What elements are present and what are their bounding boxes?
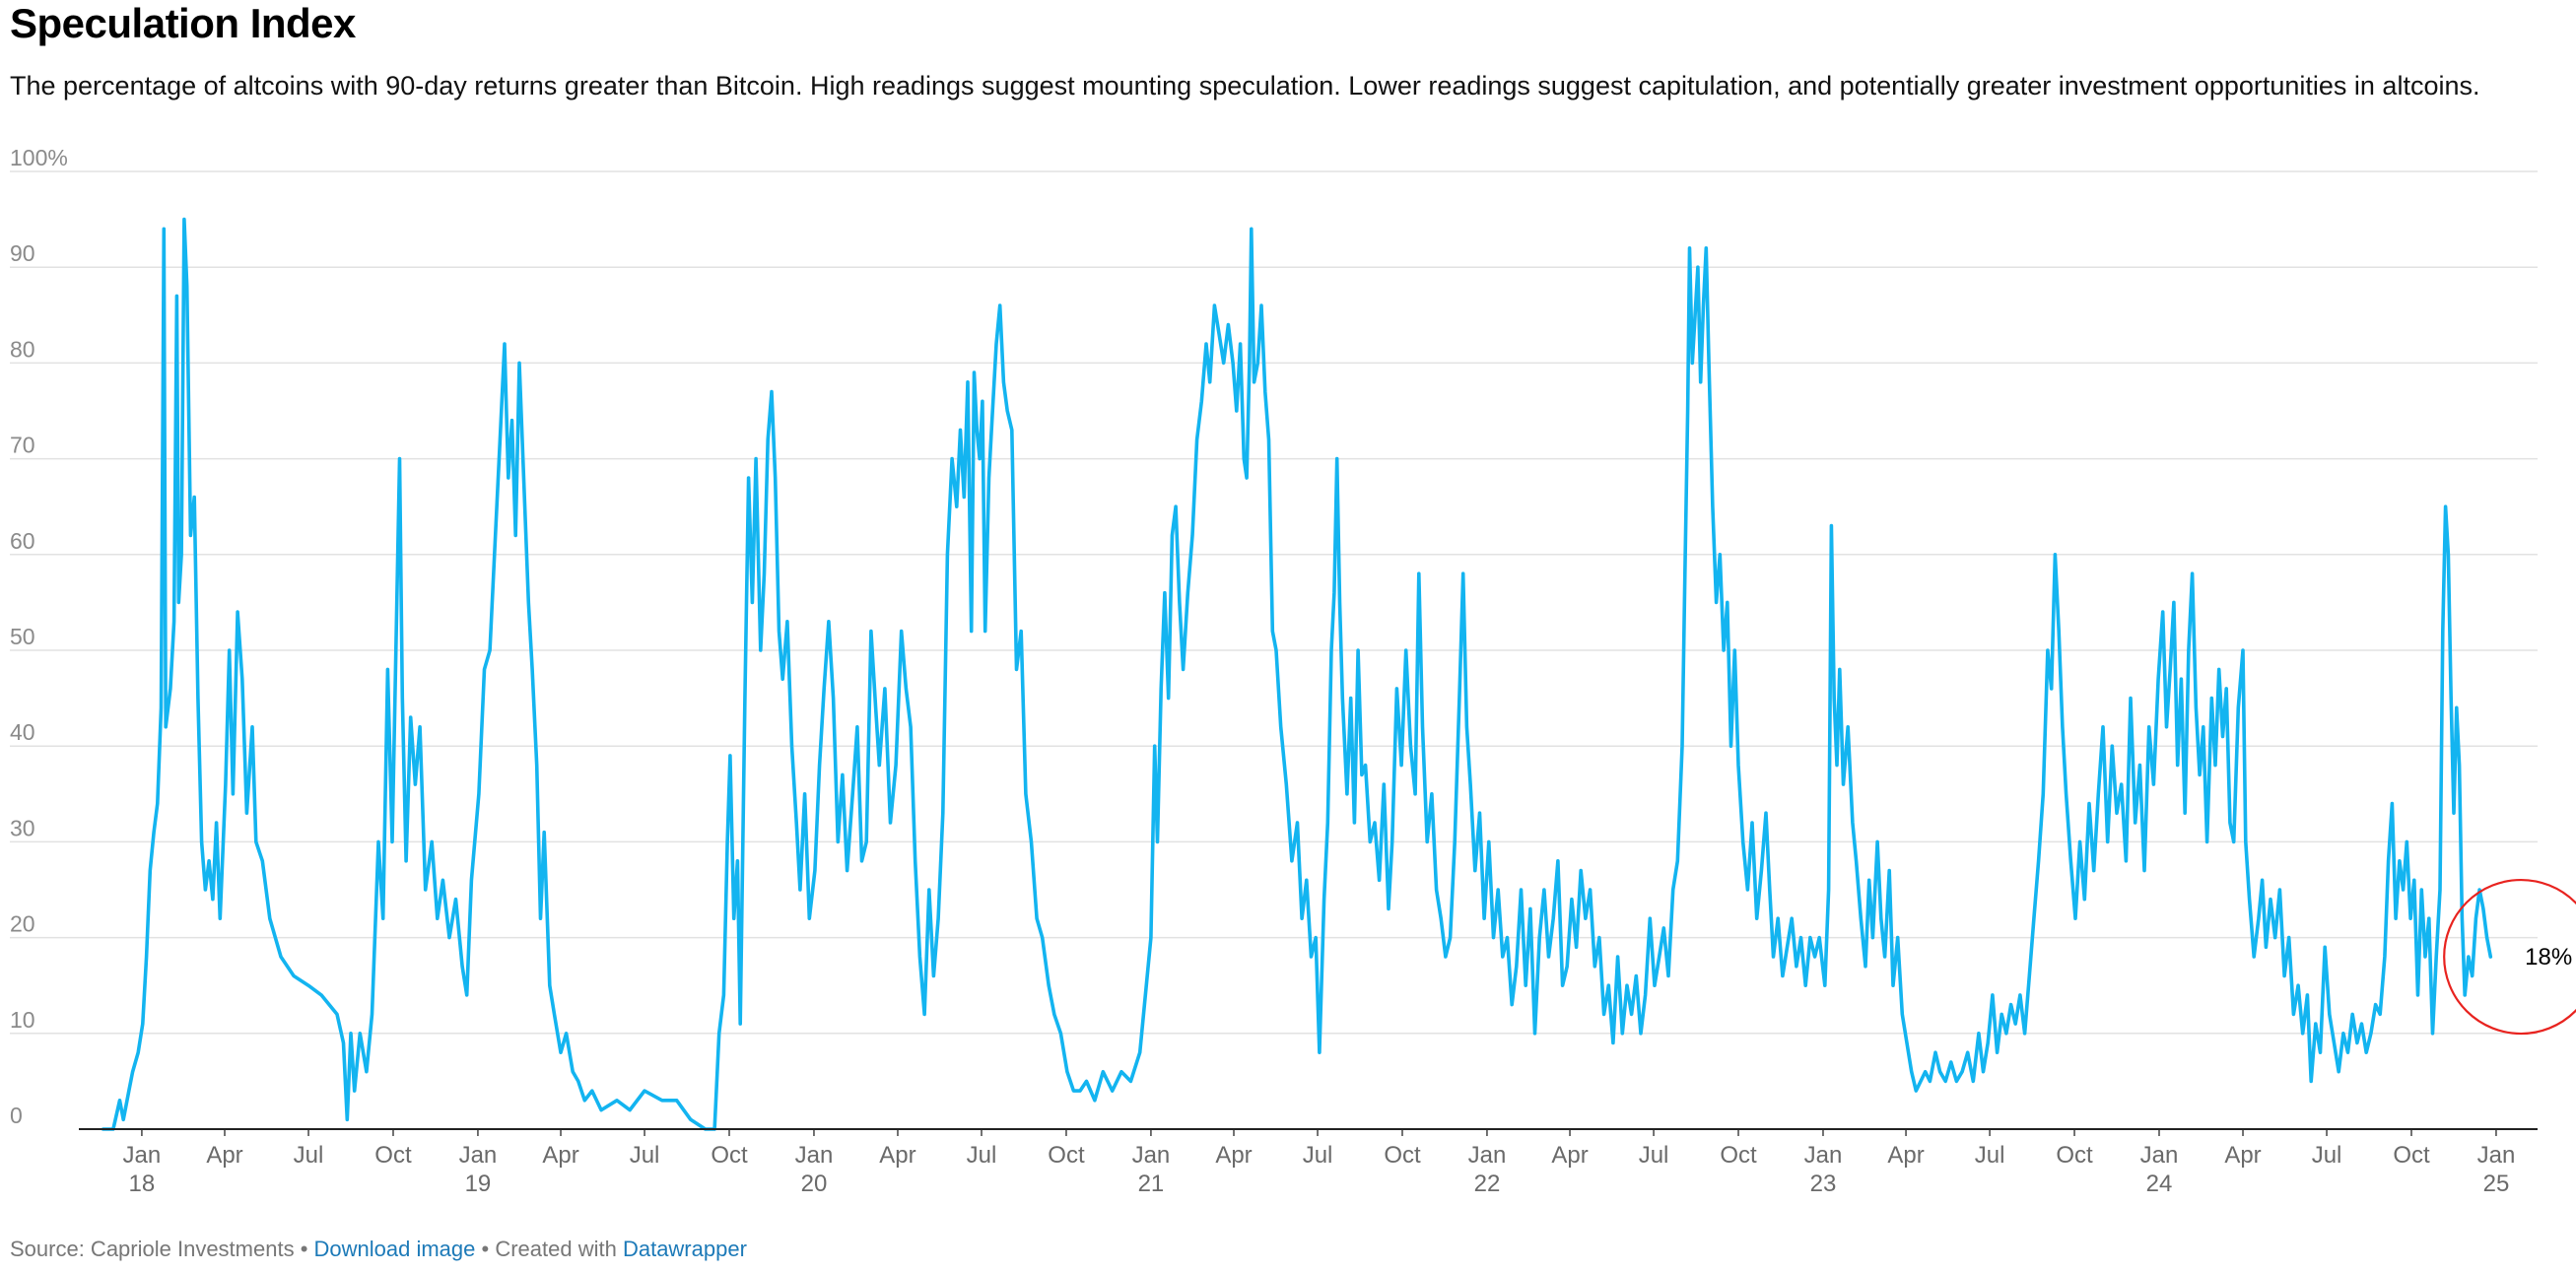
x-tick-year: 25 bbox=[2483, 1171, 2510, 1197]
y-tick-label: 50 bbox=[10, 624, 35, 649]
x-tick-label: Jul bbox=[630, 1142, 660, 1169]
x-tick-year: 21 bbox=[1138, 1171, 1165, 1197]
x-tick-label: Oct bbox=[1720, 1142, 1757, 1169]
x-tick-label: Oct bbox=[2056, 1142, 2093, 1169]
y-tick-label: 80 bbox=[10, 336, 35, 362]
datawrapper-link[interactable]: Datawrapper bbox=[622, 1237, 747, 1261]
x-tick-label: Jan bbox=[459, 1142, 498, 1169]
download-image-link[interactable]: Download image bbox=[313, 1237, 476, 1261]
y-tick-label: 100% bbox=[10, 145, 68, 170]
x-tick-year: 19 bbox=[465, 1171, 492, 1197]
x-tick-label: Jul bbox=[2312, 1142, 2342, 1169]
chart-footer: Source: Capriole Investments • Download … bbox=[10, 1237, 747, 1262]
y-tick-label: 30 bbox=[10, 815, 35, 840]
x-tick-label: Apr bbox=[879, 1142, 915, 1169]
x-tick-year: 20 bbox=[801, 1171, 828, 1197]
speculation-index-line bbox=[101, 217, 2493, 1131]
x-tick-year: 23 bbox=[1810, 1171, 1837, 1197]
x-tick-label: Apr bbox=[542, 1142, 578, 1169]
latest-value-label: 18% bbox=[2525, 944, 2572, 971]
x-tick-label: Jan bbox=[2140, 1142, 2179, 1169]
created-with-text: Created with bbox=[495, 1237, 623, 1261]
x-tick-label: Apr bbox=[1215, 1142, 1252, 1169]
latest-value-circle bbox=[2443, 878, 2576, 1036]
x-tick-label: Jan bbox=[123, 1142, 162, 1169]
x-tick-year: 18 bbox=[129, 1171, 156, 1197]
separator: • bbox=[475, 1237, 496, 1261]
x-tick-label: Jul bbox=[1303, 1142, 1333, 1169]
x-tick-label: Jan bbox=[795, 1142, 834, 1169]
y-tick-label: 20 bbox=[10, 911, 35, 937]
x-tick-label: Oct bbox=[2393, 1142, 2430, 1169]
x-tick-label: Jul bbox=[967, 1142, 997, 1169]
x-tick-label: Jan bbox=[2477, 1142, 2516, 1169]
x-tick-label: Oct bbox=[711, 1142, 748, 1169]
y-tick-label: 40 bbox=[10, 719, 35, 745]
x-tick-label: Apr bbox=[206, 1142, 242, 1169]
y-tick-label: 0 bbox=[10, 1103, 23, 1128]
chart-title: Speculation Index bbox=[10, 0, 356, 46]
y-tick-label: 90 bbox=[10, 240, 35, 266]
x-tick-label: Oct bbox=[1048, 1142, 1085, 1169]
x-tick-label: Jul bbox=[1975, 1142, 2005, 1169]
x-tick-label: Jul bbox=[1639, 1142, 1669, 1169]
y-tick-label: 60 bbox=[10, 528, 35, 554]
x-tick-label: Oct bbox=[1384, 1142, 1421, 1169]
y-axis-ticks: 0 10 20 30 40 50 60 70 80 90 100% bbox=[10, 145, 68, 1128]
x-tick-label: Apr bbox=[1887, 1142, 1924, 1169]
y-tick-label: 70 bbox=[10, 433, 35, 458]
x-tick-label: Apr bbox=[2224, 1142, 2261, 1169]
y-tick-label: 10 bbox=[10, 1007, 35, 1033]
x-tick-label: Jan bbox=[1132, 1142, 1171, 1169]
separator: • bbox=[294, 1237, 314, 1261]
x-tick-label: Oct bbox=[374, 1142, 412, 1169]
x-tick-year: 22 bbox=[1474, 1171, 1501, 1197]
source-credit: Source: Capriole Investments bbox=[10, 1237, 295, 1261]
x-tick-label: Apr bbox=[1551, 1142, 1588, 1169]
gridlines bbox=[10, 170, 2538, 1035]
x-tick-label: Jul bbox=[294, 1142, 324, 1169]
chart-subtitle: The percentage of altcoins with 90-day r… bbox=[10, 71, 2480, 100]
x-tick-label: Jan bbox=[1804, 1142, 1843, 1169]
x-tick-year: 24 bbox=[2146, 1171, 2173, 1197]
x-tick-label: Jan bbox=[1468, 1142, 1507, 1169]
